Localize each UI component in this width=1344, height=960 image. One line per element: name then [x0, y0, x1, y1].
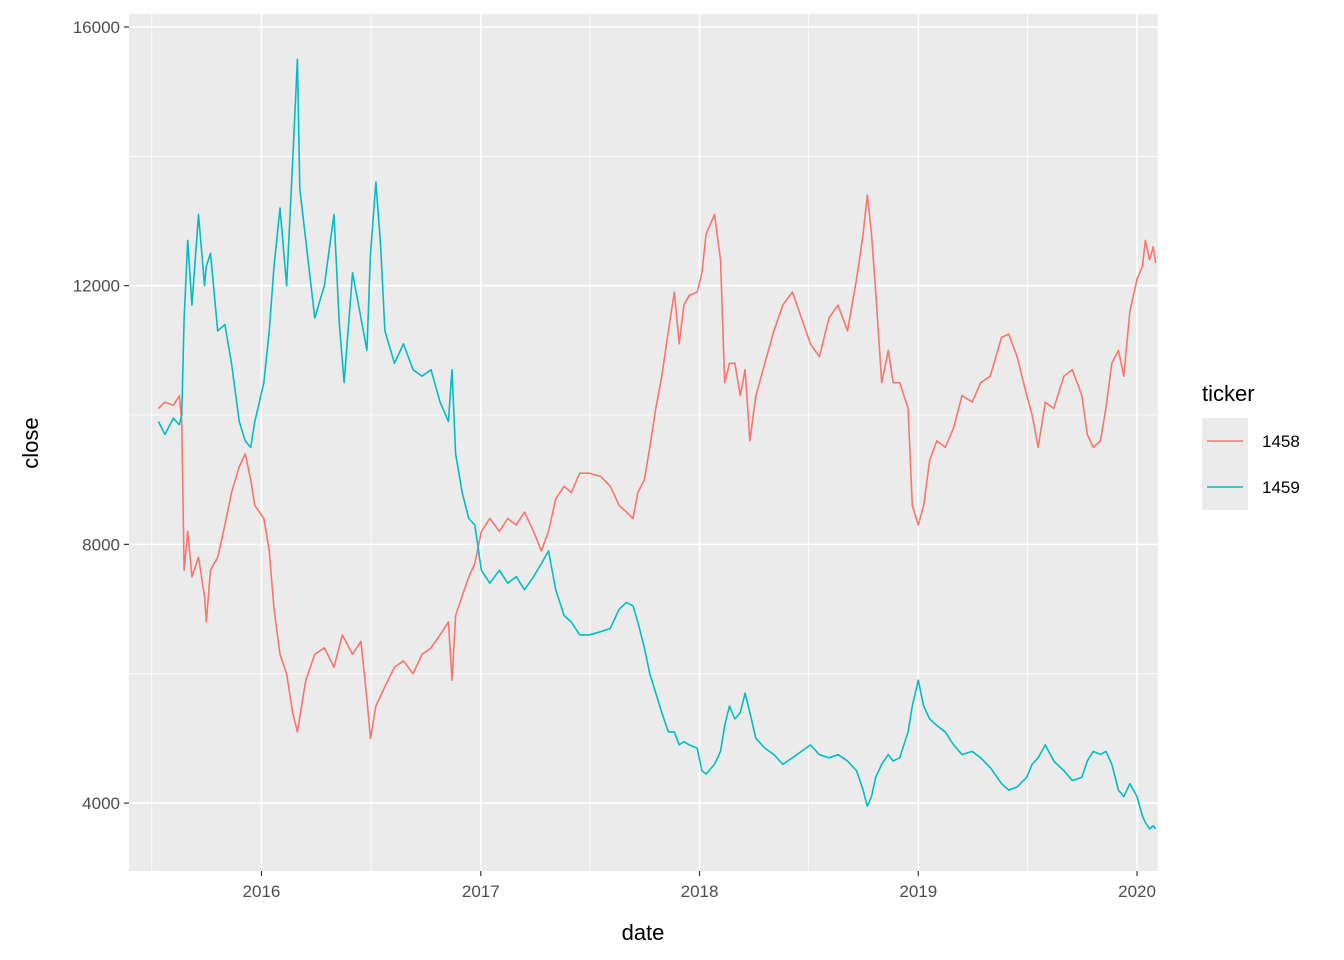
x-axis-title: date: [622, 920, 665, 945]
minor-gridlines: [129, 14, 1158, 871]
series-lines: [157, 58, 1157, 830]
major-gridlines: [129, 14, 1158, 871]
x-tick-label: 2018: [681, 882, 719, 901]
x-tick-label: 2019: [899, 882, 937, 901]
y-axis: 4000 8000 12000 16000: [73, 18, 129, 813]
y-tick-label: 12000: [73, 277, 120, 296]
series-line-1459: [157, 58, 1157, 830]
legend-label: 1458: [1262, 432, 1300, 451]
legend: ticker 1458 1459: [1202, 381, 1300, 510]
x-tick-label: 2016: [243, 882, 281, 901]
y-tick-label: 16000: [73, 18, 120, 37]
x-tick-label: 2020: [1118, 882, 1156, 901]
y-tick-label: 4000: [82, 794, 120, 813]
y-axis-title: close: [18, 417, 43, 468]
x-tick-label: 2017: [462, 882, 500, 901]
legend-label: 1459: [1262, 478, 1300, 497]
legend-title: ticker: [1202, 381, 1255, 406]
plot-panel: [129, 14, 1158, 871]
x-axis: 2016 2017 2018 2019 2020: [243, 871, 1156, 901]
series-line-1458: [157, 194, 1157, 740]
y-tick-label: 8000: [82, 535, 120, 554]
